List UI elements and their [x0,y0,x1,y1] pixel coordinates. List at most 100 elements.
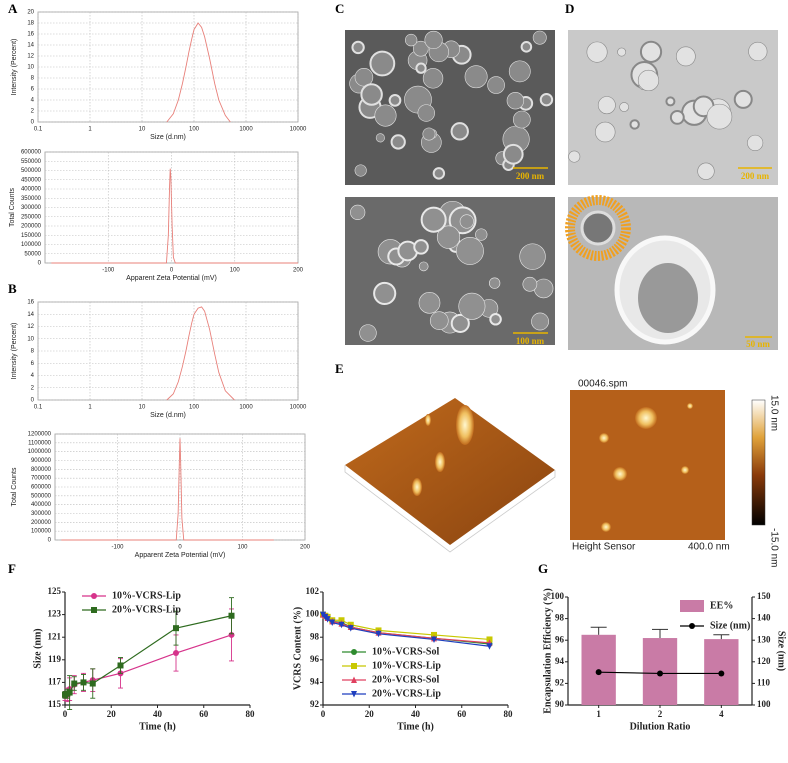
afm-peak [435,452,445,472]
y-tick-label: 200000 [31,520,52,526]
marker [91,593,97,599]
y-tick-label: 12 [27,324,34,330]
x-tick-label: 80 [246,709,256,719]
y-tick-label: 500000 [31,493,52,499]
particle [665,96,676,107]
particle [450,122,469,141]
marker [351,691,357,698]
y-tick-label: 800000 [31,467,52,473]
x-tick-label: 0 [321,709,326,719]
marker [173,625,179,632]
marker [66,689,73,696]
afm-particle [599,433,609,443]
y-tick-label: 50000 [24,251,41,257]
panel-label: C [335,1,344,16]
legend-label: 10%-VCRS-Lip [112,590,181,601]
y-tick-label: 900000 [31,458,52,464]
y-tick-label: 8 [31,349,35,355]
y-tick-label: 8 [31,76,35,82]
afm-particle [601,522,611,532]
afm-3d-frame [344,465,556,553]
x-tick-label: 20 [365,709,375,719]
particle [597,96,616,115]
marker [351,676,357,683]
marker [173,650,179,657]
x-axis-label: Size (d.nm) [150,412,186,419]
y-tick-label: 2 [31,385,35,391]
afm-peak [425,414,431,426]
x-tick-label: -100 [102,268,115,274]
y-tick-label: 90 [555,699,565,709]
marker [228,612,235,619]
particle [373,281,397,306]
y-tick-label: 96 [555,634,565,644]
particle [369,50,396,77]
particle [404,33,418,47]
particle [488,277,501,289]
particle [639,40,663,63]
y2-tick-label: 100 [757,699,771,709]
legend-swatch [680,600,704,612]
y-tick-label: 250000 [21,214,42,220]
y-tick-label: 500000 [21,168,42,174]
particle [360,83,383,106]
marker [329,619,336,627]
particle [359,324,377,342]
x-tick-label: 40 [411,709,421,719]
panel-label: B [8,281,17,296]
y-tick-label: 10 [27,65,34,71]
x-tick-label: 100 [230,268,241,274]
y-tick-label: 20 [27,10,34,16]
series-line [322,614,490,644]
x-tick-label: 1000 [239,405,253,411]
afm-3d-surface [345,398,555,545]
x-tick-label: 0.1 [34,405,43,411]
y-tick-label: 18 [27,21,34,27]
panel-label: D [565,1,574,16]
y2-tick-label: 130 [757,634,771,644]
series-line [51,168,298,264]
particle [519,243,546,270]
marker [689,623,695,629]
scale-bar-label: 200 nm [516,171,545,181]
y-tick-label: 0 [38,261,42,267]
particle [594,121,616,143]
x-axis-label: Size (d.nm) [150,134,186,141]
marker [347,625,354,632]
y-tick-label: 4 [31,98,35,104]
vesicle-core [638,263,698,333]
particle [354,164,367,177]
particle [522,276,538,292]
particle [422,68,444,89]
y-tick-label: 92 [310,699,320,709]
marker [80,679,87,686]
particle [429,311,449,331]
marker [351,649,357,655]
y-tick-label: 2 [31,109,35,115]
particle [475,228,488,241]
x-tick-label: 200 [293,268,304,274]
x-tick-label: 1000 [239,127,253,133]
particle [531,312,549,331]
y2-tick-label: 120 [757,656,771,666]
x-tick-label: 2 [658,709,663,719]
x-tick-label: 60 [199,709,209,719]
x-tick-label: 10 [139,127,146,133]
afm-peak [456,405,474,445]
x-axis-label: Time (h) [397,721,434,732]
particle [418,261,429,272]
particle [532,30,547,45]
afm-particle [687,403,693,409]
y-tick-label: 350000 [21,196,42,202]
afm-peak [412,478,422,496]
particle [354,68,374,87]
particle [586,41,608,63]
x-tick-label: 20 [107,709,117,719]
particle [418,291,441,314]
y-axis-label: Encapsulation Efficiency (%) [542,588,553,714]
legend-label: 10%-VCRS-Sol [372,646,439,657]
marker [486,643,493,650]
particle [464,65,488,89]
y-tick-label: 125 [48,586,62,596]
y2-tick-label: 150 [757,591,771,601]
